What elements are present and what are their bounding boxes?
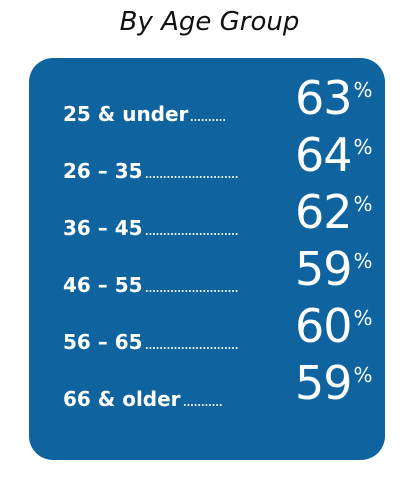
percentage-number: 63: [295, 71, 353, 125]
age-row-56-65: 56 – 65 60%: [63, 301, 383, 362]
age-label: 25 & under: [63, 102, 189, 126]
percentage-number: 59: [295, 356, 353, 410]
percentage-number: 60: [295, 299, 353, 353]
age-row-26-35: 26 – 35 64%: [63, 130, 383, 191]
percent-sign: %: [353, 135, 373, 159]
age-row-46-55: 46 – 55 59%: [63, 244, 383, 305]
age-label: 66 & older: [63, 387, 181, 411]
age-group-panel: 25 & under 63% 26 – 35 64% 36 – 45 62% 4…: [29, 58, 385, 460]
age-row-66-older: 66 & older 59%: [63, 358, 383, 419]
dot-leader: [182, 404, 223, 406]
age-label: 36 – 45: [63, 216, 143, 240]
percentage-number: 62: [295, 185, 353, 239]
dot-leader: [144, 233, 239, 235]
age-row-25-under: 25 & under 63%: [63, 73, 383, 134]
percentage-value: 64%: [295, 130, 373, 191]
percentage-value: 62%: [295, 187, 373, 248]
percent-sign: %: [353, 249, 373, 273]
percentage-value: 59%: [295, 244, 373, 305]
percentage-value: 63%: [295, 73, 373, 134]
percent-sign: %: [353, 363, 373, 387]
percentage-value: 60%: [295, 301, 373, 362]
age-row-36-45: 36 – 45 62%: [63, 187, 383, 248]
dot-leader: [144, 347, 239, 349]
age-label: 56 – 65: [63, 330, 143, 354]
percentage-value: 59%: [295, 358, 373, 419]
dot-leader: [144, 176, 239, 178]
percentage-number: 64: [295, 128, 353, 182]
percent-sign: %: [353, 192, 373, 216]
age-label: 26 – 35: [63, 159, 143, 183]
dot-leader: [190, 119, 227, 121]
percentage-number: 59: [295, 242, 353, 296]
chart-title: By Age Group: [119, 7, 300, 37]
percent-sign: %: [353, 306, 373, 330]
dot-leader: [144, 290, 239, 292]
age-label: 46 – 55: [63, 273, 143, 297]
percent-sign: %: [353, 78, 373, 102]
